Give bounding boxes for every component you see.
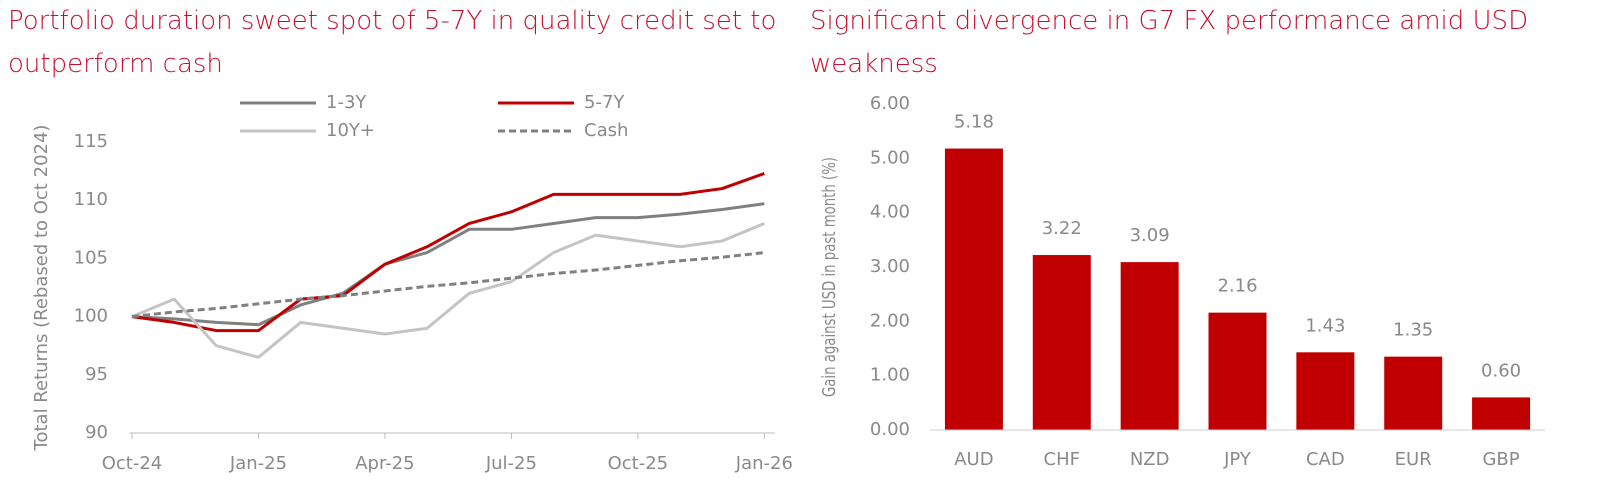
y-tick-label: 6.00 — [870, 93, 910, 114]
y-tick-label: 100 — [74, 306, 108, 327]
line-chart: 90 95 100 105 110 115 Oct-24 Jan-25 Apr-25 Jul-25… — [31, 92, 793, 474]
bar — [1208, 312, 1267, 430]
legend-label: 10Y+ — [326, 120, 375, 141]
x-tick-label: NZD — [1130, 449, 1170, 470]
y-tick-label: 95 — [85, 364, 108, 385]
value-label: 1.43 — [1305, 315, 1345, 336]
y-tick-label: 2.00 — [870, 310, 910, 331]
value-label: 1.35 — [1393, 320, 1433, 341]
value-label: 3.22 — [1042, 218, 1082, 239]
x-tick-label: Jul-25 — [485, 453, 537, 474]
legend-label: 1-3Y — [326, 92, 367, 113]
x-tick-label: CHF — [1044, 449, 1080, 470]
series-line — [131, 222, 765, 359]
y-tick-label: 0.00 — [870, 419, 910, 440]
y-tick-label: 105 — [74, 247, 108, 268]
chart-title: Significant divergence in G7 FX performa… — [810, 6, 1529, 79]
y-tick-label: 5.00 — [870, 147, 910, 168]
series-line — [131, 202, 765, 327]
bar — [1032, 255, 1091, 430]
bar-chart: 0.00 1.00 2.00 3.00 4.00 5.00 6.00 Gain against… — [819, 93, 1545, 470]
y-tick-label: 1.00 — [870, 365, 910, 386]
series-line — [131, 251, 765, 319]
x-tick-label: JPY — [1223, 449, 1252, 470]
x-tick-label: Jan-26 — [735, 453, 793, 474]
x-tick-label: Oct-25 — [608, 453, 669, 474]
y-axis-title: Total Returns (Rebased to Oct 2024) — [31, 125, 52, 452]
x-tick-label: CAD — [1306, 449, 1345, 470]
y-tick-label: 115 — [74, 131, 108, 152]
y-tick-label: 90 — [85, 422, 108, 443]
y-tick-label: 110 — [74, 189, 108, 210]
bar — [1120, 262, 1179, 430]
x-tick-label: AUD — [954, 449, 993, 470]
x-tick-label: Jan-25 — [229, 453, 287, 474]
bar — [1296, 352, 1355, 430]
value-label: 0.60 — [1481, 360, 1521, 381]
bar — [1384, 356, 1443, 430]
bar — [1472, 397, 1531, 430]
legend-label: Cash — [584, 120, 628, 141]
series-line — [131, 172, 765, 333]
value-label: 5.18 — [954, 112, 994, 133]
chart-title: Portfolio duration sweet spot of 5-7Y in… — [8, 6, 777, 79]
x-tick-label: Apr-25 — [355, 453, 414, 474]
x-tick-label: GBP — [1482, 449, 1519, 470]
bar — [944, 148, 1003, 430]
x-tick-label: Oct-24 — [102, 453, 163, 474]
value-label: 2.16 — [1217, 276, 1257, 297]
y-tick-label: 3.00 — [870, 256, 910, 277]
legend-label: 5-7Y — [584, 92, 625, 113]
y-tick-label: 4.00 — [870, 202, 910, 223]
y-axis-title: Gain against USD in past month (%) — [819, 157, 840, 397]
value-label: 3.09 — [1130, 225, 1170, 246]
x-tick-label: EUR — [1395, 449, 1432, 470]
